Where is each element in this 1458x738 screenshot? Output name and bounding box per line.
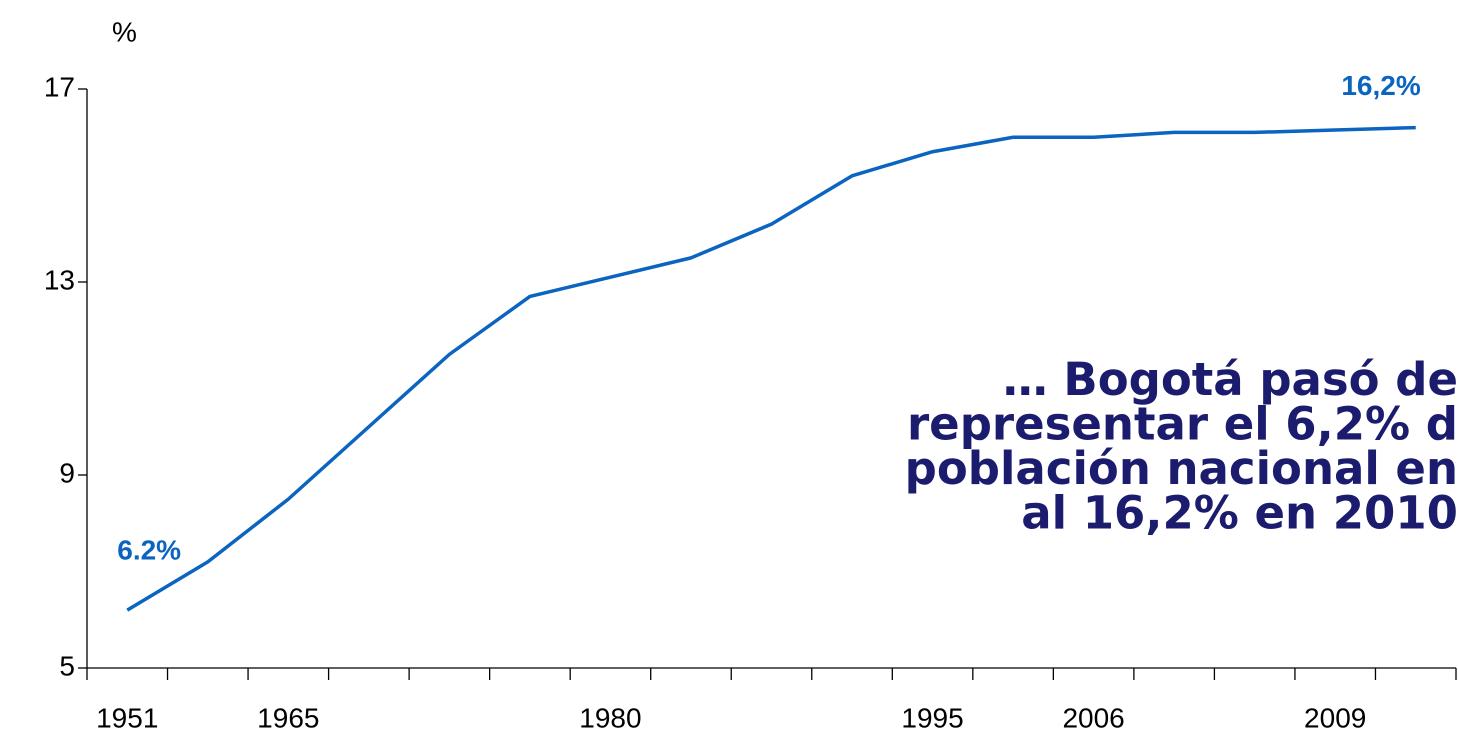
x-tick-label: 1965 (257, 702, 319, 733)
annotation-text: al 16,2% en 2010 (1021, 487, 1458, 540)
x-tick-label: 1995 (901, 702, 963, 733)
y-tick-label: 17 (44, 71, 75, 102)
annotation-text: … Bogotá pasó de (1003, 353, 1458, 406)
y-tick-label: 13 (44, 264, 75, 295)
annotation-text: población nacional en (905, 442, 1458, 495)
y-tick-label: 9 (59, 457, 75, 488)
x-tick-label: 1980 (579, 702, 641, 733)
data-label: 6.2% (117, 534, 181, 565)
y-tick-label: 5 (59, 650, 75, 681)
line-series (126, 125, 1416, 612)
annotation-text: representar el 6,2% d (907, 398, 1458, 451)
x-tick-label: 1951 (96, 702, 158, 733)
x-tick-label: 2006 (1062, 702, 1124, 733)
data-label: 16,2% (1341, 70, 1420, 101)
y-axis-label: % (112, 16, 137, 47)
x-tick-label: 2009 (1304, 702, 1366, 733)
